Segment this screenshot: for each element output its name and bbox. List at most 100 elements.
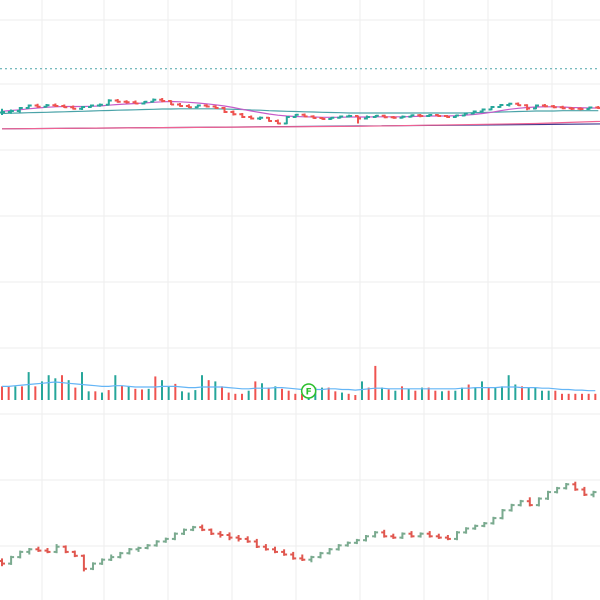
volume-bar-86 [574, 393, 577, 400]
price-bar-52 [461, 112, 468, 117]
price-bar-36 [319, 117, 326, 120]
volume-bar-38 [254, 381, 257, 400]
lower-bar-48 [435, 533, 442, 539]
volume-bar-60 [401, 386, 403, 400]
volume-bar-31 [207, 380, 210, 400]
marker-layer[interactable]: F [300, 383, 317, 399]
volume-bar-65 [434, 390, 437, 400]
price-bar-18 [159, 98, 166, 103]
price-bar-62 [550, 105, 557, 109]
price-bar-59 [524, 104, 531, 111]
ma-short-line [1, 100, 599, 118]
price-bar-48 [426, 114, 433, 117]
lower-bar-54 [490, 516, 497, 525]
lower-bar-35 [317, 551, 324, 559]
lower-bar-12 [108, 554, 115, 561]
lower-bar-38 [344, 541, 351, 547]
volume-bar-59 [394, 390, 397, 400]
volume-bar-45 [301, 393, 303, 400]
volume-bar-5 [34, 386, 37, 400]
ma-long-red-line [1, 120, 600, 130]
volume-bar-44 [294, 393, 297, 400]
volume-bar-87 [581, 393, 583, 400]
lower-bar-40 [363, 535, 369, 542]
price-bar-11 [96, 103, 103, 107]
volume-bar-74 [494, 387, 497, 400]
price-bar-9 [79, 106, 86, 110]
price-bar-13 [114, 99, 121, 103]
volume-bar-7 [47, 375, 50, 400]
lower-bar-14 [126, 548, 133, 555]
lower-bar-57 [517, 499, 524, 507]
price-bar-43 [381, 114, 388, 119]
volume-bar-78 [521, 386, 523, 400]
volume-bar-39 [261, 383, 263, 400]
price-bar-35 [310, 115, 317, 119]
lower-bar-7 [62, 545, 69, 554]
lower-bar-65 [590, 490, 597, 498]
price-bar-27 [239, 113, 246, 118]
volume-bar-73 [487, 387, 490, 400]
volume-bar-9 [61, 375, 63, 400]
volume-pane [1, 365, 597, 400]
lower-bar-32 [290, 551, 297, 560]
lower-bar-47 [426, 531, 433, 538]
volume-bar-62 [414, 390, 417, 400]
volume-bar-82 [547, 390, 550, 400]
volume-bar-83 [554, 390, 557, 400]
price-bar-53 [470, 110, 477, 115]
volume-bar-20 [134, 388, 137, 400]
volume-bar-36 [241, 393, 243, 400]
volume-bar-72 [481, 381, 483, 400]
price-bar-17 [150, 98, 157, 103]
volume-bar-26 [174, 383, 177, 400]
volume-bar-14 [94, 391, 97, 400]
volume-bar-33 [221, 386, 223, 400]
volume-bar-56 [374, 365, 377, 400]
lower-bar-9 [80, 554, 87, 572]
price-bar-32 [283, 116, 290, 125]
volume-bar-0 [1, 386, 3, 400]
event-marker[interactable]: F [300, 383, 317, 399]
price-bar-61 [541, 104, 548, 108]
lower-bar-42 [381, 529, 388, 538]
lower-bar-50 [454, 531, 460, 541]
volume-bar-6 [41, 381, 43, 400]
lower-bar-5 [44, 548, 51, 554]
price-bar-63 [559, 105, 566, 110]
price-bar-46 [408, 114, 415, 118]
price-bar-38 [337, 115, 344, 119]
lower-bar-10 [90, 562, 96, 571]
volume-bar-88 [587, 393, 590, 400]
lower-bar-0 [0, 558, 5, 567]
lower-bar-20 [181, 528, 187, 535]
lower-bar-13 [117, 551, 124, 559]
volume-bar-67 [447, 390, 450, 400]
volume-bar-54 [361, 381, 363, 400]
volume-bar-89 [594, 393, 597, 400]
lower-bar-4 [35, 546, 42, 552]
volume-bar-55 [367, 387, 370, 400]
volume-bar-37 [247, 390, 250, 400]
price-bar-40 [355, 115, 361, 124]
volume-bar-27 [181, 391, 183, 400]
volume-bar-22 [147, 388, 150, 400]
volume-bar-17 [114, 375, 117, 400]
event-marker-circle [300, 383, 317, 399]
lower-bar-51 [463, 527, 470, 534]
price-bar-7 [61, 104, 68, 109]
ma-mid-line [1, 108, 599, 115]
volume-bar-84 [561, 393, 563, 400]
volume-bar-4 [27, 372, 30, 400]
volume-bar-77 [514, 384, 517, 400]
price-bar-37 [328, 116, 335, 120]
price-bar-49 [435, 114, 442, 117]
lower-bar-25 [226, 532, 233, 541]
lower-bar-59 [535, 497, 542, 507]
lower-bar-1 [8, 555, 15, 565]
price-bar-0 [0, 108, 5, 115]
volume-bar-71 [474, 387, 477, 400]
price-bar-2 [16, 107, 23, 113]
